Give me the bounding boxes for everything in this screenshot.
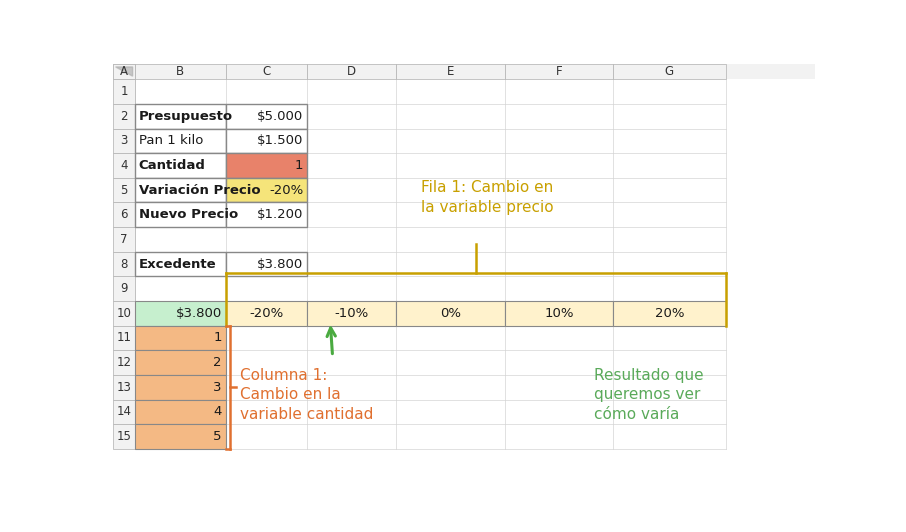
Bar <box>135 424 226 449</box>
Text: Cantidad: Cantidad <box>139 159 206 172</box>
Text: C: C <box>262 65 270 78</box>
Text: Variación Precio: Variación Precio <box>139 184 260 197</box>
Text: -20%: -20% <box>269 184 304 197</box>
Bar <box>307 64 396 79</box>
Text: 4: 4 <box>120 159 128 172</box>
Text: 2: 2 <box>120 110 128 123</box>
Bar <box>505 64 613 79</box>
Text: 10%: 10% <box>545 307 573 320</box>
Bar <box>226 104 307 129</box>
Text: Nuevo Precio: Nuevo Precio <box>139 208 238 221</box>
Text: 14: 14 <box>117 405 131 418</box>
Text: B: B <box>177 65 184 78</box>
Bar <box>396 301 505 326</box>
Bar <box>113 252 135 276</box>
Bar <box>113 326 135 350</box>
Text: 3: 3 <box>213 381 222 394</box>
Bar <box>135 400 226 424</box>
Text: -10%: -10% <box>334 307 369 320</box>
Bar <box>135 203 226 227</box>
Bar <box>135 326 226 350</box>
Text: Presupuesto: Presupuesto <box>139 110 233 123</box>
Text: 20%: 20% <box>654 307 684 320</box>
Bar <box>135 375 226 400</box>
Bar <box>226 301 307 326</box>
Text: 1: 1 <box>213 331 222 344</box>
Text: G: G <box>665 65 674 78</box>
Text: 2: 2 <box>213 356 222 369</box>
Text: $1.500: $1.500 <box>256 135 304 147</box>
Bar <box>613 301 726 326</box>
Bar <box>307 301 396 326</box>
Text: 10: 10 <box>117 307 131 320</box>
Text: A: A <box>120 65 128 78</box>
Bar <box>226 129 307 153</box>
Bar <box>113 79 135 104</box>
Text: $3.800: $3.800 <box>176 307 222 320</box>
Text: Resultado que
queremos ver
cómo varía: Resultado que queremos ver cómo varía <box>593 368 703 422</box>
Text: 1: 1 <box>294 159 304 172</box>
Bar <box>113 350 135 375</box>
Bar <box>113 276 135 301</box>
Bar <box>113 153 135 178</box>
Bar <box>113 64 135 79</box>
Text: D: D <box>347 65 356 78</box>
Text: $5.000: $5.000 <box>257 110 304 123</box>
Bar <box>613 64 726 79</box>
Text: E: E <box>447 65 454 78</box>
Text: 1: 1 <box>120 85 128 98</box>
Bar <box>135 301 226 326</box>
Text: 7: 7 <box>120 233 128 246</box>
Bar <box>135 153 226 178</box>
Text: 11: 11 <box>117 331 131 344</box>
Bar <box>113 424 135 449</box>
Bar <box>113 129 135 153</box>
Bar <box>113 203 135 227</box>
Bar <box>135 129 226 153</box>
Text: 0%: 0% <box>440 307 461 320</box>
Text: 8: 8 <box>120 257 128 271</box>
Text: -20%: -20% <box>249 307 284 320</box>
Bar <box>135 252 226 276</box>
Bar <box>135 178 226 203</box>
Bar <box>226 203 307 227</box>
Text: 15: 15 <box>117 430 131 443</box>
Bar <box>113 104 135 129</box>
Bar <box>135 64 226 79</box>
Bar <box>113 64 135 79</box>
Bar <box>113 178 135 203</box>
Text: 6: 6 <box>120 208 128 221</box>
Text: $3.800: $3.800 <box>257 257 304 271</box>
Bar <box>226 153 307 178</box>
Text: 13: 13 <box>117 381 131 394</box>
Text: 5: 5 <box>213 430 222 443</box>
Bar <box>226 178 307 203</box>
Bar <box>113 375 135 400</box>
Bar <box>505 301 613 326</box>
Bar <box>113 227 135 252</box>
Bar <box>226 252 307 276</box>
Text: 3: 3 <box>120 135 128 147</box>
Text: Excedente: Excedente <box>139 257 217 271</box>
Bar <box>113 400 135 424</box>
Bar <box>135 104 226 129</box>
Text: F: F <box>555 65 563 78</box>
Polygon shape <box>116 67 132 76</box>
Text: Pan 1 kilo: Pan 1 kilo <box>139 135 203 147</box>
Text: 12: 12 <box>117 356 131 369</box>
Text: $1.200: $1.200 <box>256 208 304 221</box>
Text: 9: 9 <box>120 282 128 295</box>
Bar <box>135 350 226 375</box>
Bar <box>396 64 505 79</box>
Text: 5: 5 <box>120 184 128 197</box>
Bar <box>113 301 135 326</box>
Text: Fila 1: Cambio en
la variable precio: Fila 1: Cambio en la variable precio <box>421 180 554 215</box>
Bar <box>113 64 815 79</box>
Text: Columna 1:
Cambio en la
variable cantidad: Columna 1: Cambio en la variable cantida… <box>239 368 373 422</box>
Text: 4: 4 <box>214 405 222 418</box>
Bar <box>226 64 307 79</box>
